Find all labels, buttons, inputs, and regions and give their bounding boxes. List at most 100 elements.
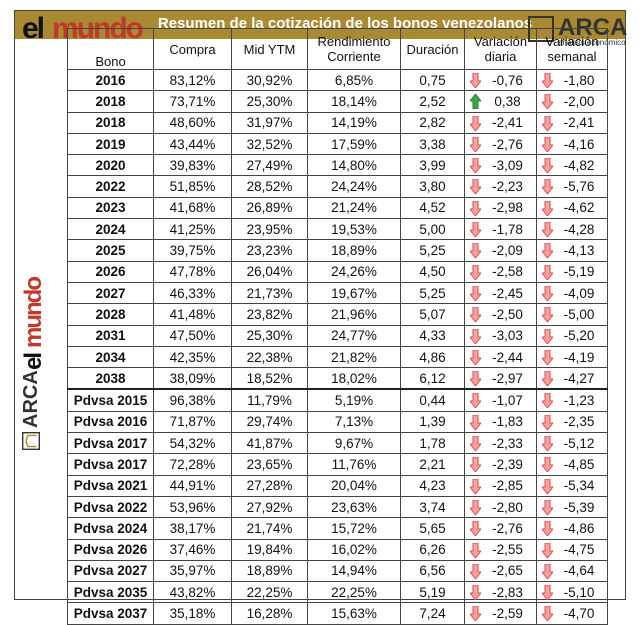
variation-value: -2,80 bbox=[492, 499, 523, 515]
table-row: 2024 41,25% 23,95% 19,53% 5,00 -1,78 -4,28 bbox=[67, 218, 608, 241]
cell-duracion: 2,52 bbox=[400, 90, 465, 113]
cell-bono: 2018 bbox=[67, 111, 154, 134]
cell-rendimiento: 24,24% bbox=[307, 175, 401, 198]
cell-variacion-diaria: 0,38 bbox=[464, 90, 537, 113]
variation-value: -2,44 bbox=[492, 349, 523, 365]
cell-duracion: 5,19 bbox=[400, 581, 465, 604]
cell-variacion-semanal: -4,86 bbox=[536, 517, 608, 540]
table-row: 2023 41,68% 26,89% 21,24% 4,52 -2,98 -4,62 bbox=[67, 196, 608, 220]
cell-bono: 2026 bbox=[67, 260, 154, 283]
variation-value: -2,39 bbox=[492, 456, 523, 472]
column-header-rendimiento: Rendimiento Corriente bbox=[307, 28, 401, 70]
cell-duracion: 5,25 bbox=[400, 281, 465, 305]
variation-value: -5,00 bbox=[563, 306, 595, 322]
cell-compra: 44,91% bbox=[153, 474, 232, 497]
cell-variacion-semanal: -4,85 bbox=[536, 453, 608, 476]
cell-compra: 46,33% bbox=[153, 281, 232, 305]
cell-variacion-diaria: -2,50 bbox=[464, 303, 537, 326]
page-title: Resumen de la cotización de los bonos ve… bbox=[157, 15, 533, 32]
cell-duracion: 3,38 bbox=[400, 132, 465, 156]
cell-compra: 54,32% bbox=[153, 432, 232, 455]
side-elmundo-mundo: mundo bbox=[20, 278, 47, 348]
cell-duracion: 4,52 bbox=[400, 196, 465, 220]
cell-rendimiento: 22,25% bbox=[307, 581, 401, 604]
cell-bono: Pdvsa 2016 bbox=[67, 410, 154, 434]
side-elmundo-logo: el mundo bbox=[20, 278, 50, 370]
cell-variacion-diaria: -2,44 bbox=[464, 345, 537, 369]
variation-value: -5,20 bbox=[563, 328, 595, 344]
cell-variacion-diaria: -2,33 bbox=[464, 432, 537, 455]
variation-value: -2,23 bbox=[492, 179, 523, 195]
variation-value: -5,76 bbox=[563, 179, 595, 195]
cell-compra: 43,44% bbox=[153, 132, 232, 156]
table-row: Pdvsa 2022 53,96% 27,92% 23,63% 3,74 -2,80 -5,… bbox=[67, 495, 608, 519]
bonds-table: Bono Compra Mid YTM Rendimiento Corrient… bbox=[67, 28, 608, 625]
table-row: Pdvsa 2024 38,17% 21,74% 15,72% 5,65 -2,76 -4,… bbox=[67, 517, 608, 540]
variation-value: -4,64 bbox=[563, 563, 595, 579]
cell-duracion: 4,86 bbox=[400, 345, 465, 369]
variation-value: -4,27 bbox=[563, 370, 595, 386]
cell-bono: 2031 bbox=[67, 324, 154, 347]
cell-rendimiento: 14,94% bbox=[307, 559, 401, 583]
variation-value: -4,19 bbox=[563, 349, 595, 365]
cell-variacion-semanal: -5,00 bbox=[536, 303, 608, 326]
table-row: Pdvsa 2027 35,97% 18,89% 14,94% 6,56 -2,65 -4,… bbox=[67, 559, 608, 583]
table-body: 2016 83,12% 30,92% 6,85% 0,75 -0,76 -1,80 2018 7… bbox=[67, 68, 608, 625]
cell-variacion-diaria: -2,76 bbox=[464, 517, 537, 540]
cell-variacion-diaria: -2,59 bbox=[464, 602, 537, 625]
table-row: Pdvsa 2017 54,32% 41,87% 9,67% 1,78 -2,33 -5,1… bbox=[67, 432, 608, 455]
cell-variacion-diaria: -3,09 bbox=[464, 154, 537, 177]
variation-value: -2,41 bbox=[492, 115, 523, 131]
variation-value: -2,35 bbox=[563, 414, 595, 430]
cell-rendimiento: 14,80% bbox=[307, 154, 401, 177]
variation-value: -2,76 bbox=[492, 136, 523, 152]
variation-value: -2,41 bbox=[563, 115, 595, 131]
cell-compra: 38,09% bbox=[153, 367, 232, 390]
variation-value: 0,38 bbox=[494, 93, 521, 109]
cell-compra: 41,68% bbox=[153, 196, 232, 220]
cell-rendimiento: 18,89% bbox=[307, 239, 401, 262]
variation-value: -4,13 bbox=[563, 243, 595, 259]
cell-bono: 2027 bbox=[67, 281, 154, 305]
table-row: Pdvsa 2021 44,91% 27,28% 20,04% 4,23 -2,85 -5,… bbox=[67, 474, 608, 497]
cell-variacion-semanal: -2,41 bbox=[536, 111, 608, 134]
cell-duracion: 3,80 bbox=[400, 175, 465, 198]
cell-variacion-semanal: -5,39 bbox=[536, 495, 608, 519]
cell-variacion-semanal: -4,19 bbox=[536, 345, 608, 369]
cell-compra: 51,85% bbox=[153, 175, 232, 198]
cell-variacion-semanal: -1,23 bbox=[536, 388, 608, 412]
cell-mid-ytm: 27,92% bbox=[231, 495, 308, 519]
cell-bono: Pdvsa 2017 bbox=[67, 453, 154, 476]
cell-bono: 2023 bbox=[67, 196, 154, 220]
cell-variacion-diaria: -3,03 bbox=[464, 324, 537, 347]
column-header-mid-ytm: Mid YTM bbox=[231, 28, 308, 70]
cell-variacion-semanal: -5,12 bbox=[536, 432, 608, 455]
cell-variacion-diaria: -1,78 bbox=[464, 218, 537, 241]
cell-variacion-diaria: -0,76 bbox=[464, 68, 537, 92]
table-row: 2034 42,35% 22,38% 21,82% 4,86 -2,44 -4,19 bbox=[67, 345, 608, 369]
cell-bono: 2018 bbox=[67, 90, 154, 113]
variation-value: -5,19 bbox=[563, 264, 595, 280]
cell-variacion-diaria: -2,97 bbox=[464, 367, 537, 390]
cell-rendimiento: 6,85% bbox=[307, 68, 401, 92]
cell-compra: 37,46% bbox=[153, 538, 232, 561]
variation-value: -5,34 bbox=[563, 478, 595, 494]
cell-bono: 2016 bbox=[67, 68, 154, 92]
cell-duracion: 6,56 bbox=[400, 559, 465, 583]
variation-value: -2,59 bbox=[492, 606, 523, 622]
cell-variacion-semanal: -4,64 bbox=[536, 559, 608, 583]
cell-variacion-semanal: -4,82 bbox=[536, 154, 608, 177]
cell-duracion: 7,24 bbox=[400, 602, 465, 625]
variation-value: -2,98 bbox=[492, 200, 523, 216]
column-header-duracion: Duración bbox=[400, 28, 465, 70]
cell-rendimiento: 23,63% bbox=[307, 495, 401, 519]
elmundo-logo-el: el bbox=[22, 12, 45, 45]
cell-bono: Pdvsa 2022 bbox=[67, 495, 154, 519]
cell-duracion: 2,21 bbox=[400, 453, 465, 476]
cell-variacion-diaria: -2,83 bbox=[464, 581, 537, 604]
table-row: 2038 38,09% 18,52% 18,02% 6,12 -2,97 -4,27 bbox=[67, 367, 608, 390]
cell-bono: 2038 bbox=[67, 367, 154, 390]
variation-value: -2,65 bbox=[492, 563, 523, 579]
cell-variacion-semanal: -5,10 bbox=[536, 581, 608, 604]
cell-compra: 83,12% bbox=[153, 68, 232, 92]
